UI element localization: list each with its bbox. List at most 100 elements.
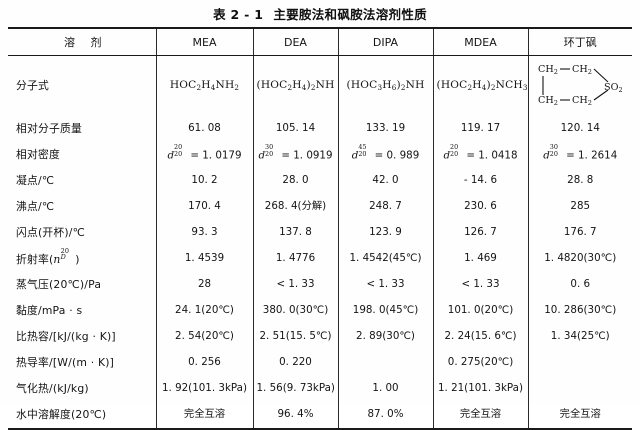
table-cell: 1. 4539: [155, 245, 253, 272]
table-cell: < 1. 33: [337, 271, 433, 298]
table-cell: < 1. 33: [432, 271, 528, 298]
table-row: 蒸气压(20℃)/Pa 28 < 1. 33 < 1. 33 < 1. 33 0. 6: [8, 271, 632, 298]
relative-density-value: = 0. 989: [374, 149, 420, 162]
table-cell: 0. 275(20℃): [432, 349, 528, 376]
row-label: 蒸气压(20℃)/Pa: [16, 278, 102, 292]
table-cell-empty: [527, 349, 632, 376]
table-cell: - 14. 6: [432, 167, 528, 194]
table-body: 分子式 HOC2H4NH2 (HOC2H4)2NH (HOC3H6)2NH (HOC2H…: [8, 55, 632, 429]
table-row: 沸点/℃ 170. 4 268. 4(分解) 248. 7 230. 6 285: [8, 193, 632, 220]
table-cell: 24. 1(20℃): [155, 297, 253, 324]
table-cell: 137. 8: [252, 219, 338, 246]
relative-density-symbol: d 30 20: [258, 143, 274, 162]
table-row: 相对分子质量 61. 08 105. 14 133. 19 119. 17 120. 14: [8, 115, 632, 142]
relative-density-value: = 1. 0418: [466, 149, 518, 162]
caption-number: 表 2 - 1: [213, 7, 264, 22]
column-header-mdea: MDEA: [432, 28, 528, 56]
table-cell: 119. 17: [432, 115, 528, 142]
table-cell: 1. 56(9. 73kPa): [252, 375, 338, 402]
relative-density-symbol: d 20 20: [443, 143, 459, 162]
column-header-dea: DEA: [252, 28, 338, 56]
column-header-sulfolane: 环丁砜: [527, 28, 632, 56]
table-cell: 0. 256: [155, 349, 253, 376]
table-cell: 1. 4820(30℃): [527, 245, 632, 272]
table-cell-empty: [337, 349, 433, 376]
table-cell: 1. 92(101. 3kPa): [155, 375, 253, 402]
table-cell: 170. 4: [155, 193, 253, 220]
table-cell: 2. 54(20℃): [155, 323, 253, 350]
relative-density-value: = 1. 0919: [281, 149, 333, 162]
relative-density-symbol: d 45 20: [351, 143, 367, 162]
svg-text:CH2: CH2: [538, 64, 558, 76]
table-cell: 0. 220: [252, 349, 338, 376]
table-cell: (HOC2H4)2NCH3: [432, 55, 528, 116]
table-cell: 10. 286(30℃): [527, 297, 632, 324]
table-cell: 28: [155, 271, 253, 298]
table-cell: 230. 6: [432, 193, 528, 220]
table-row: 闪点(开杯)/℃ 93. 3 137. 8 123. 9 126. 7 176. 7: [8, 219, 632, 246]
row-label: 闪点(开杯)/℃: [16, 226, 85, 240]
solvent-properties-table: 溶 剂 MEA DEA DIPA MDEA 环丁砜 分子式 HOC2H4NH2 (H…: [8, 27, 632, 430]
table-cell: 123. 9: [337, 219, 433, 246]
table-cell: 1. 4542(45℃): [337, 245, 433, 272]
table-cell: 61. 08: [155, 115, 253, 142]
svg-text:SO2: SO2: [604, 82, 623, 94]
table-cell: 1. 21(101. 3kPa): [432, 375, 528, 402]
row-label: 凝点/℃: [16, 174, 55, 188]
molecular-formula: (HOC2H4)2NCH3: [436, 79, 528, 93]
table-cell: 2. 89(30℃): [337, 323, 433, 350]
table-cell: 2. 24(15. 6℃): [432, 323, 528, 350]
sulfolane-structure: CH2 CH2 CH2 CH2 SO2: [532, 59, 630, 109]
table-cell: 101. 0(20℃): [432, 297, 528, 324]
refractive-index-symbol: n 20 D: [53, 247, 70, 266]
row-label: 气化热/(kJ/kg): [16, 382, 89, 396]
table-cell: d 30 20 = 1. 2614: [527, 141, 632, 168]
relative-density-symbol: d 30 20: [543, 143, 558, 162]
table-cell-empty: [527, 375, 632, 402]
table-row: 分子式 HOC2H4NH2 (HOC2H4)2NH (HOC3H6)2NH (HOC2H…: [8, 55, 632, 116]
table-cell: 198. 0(45℃): [337, 297, 433, 324]
column-header-label: 溶 剂: [8, 28, 156, 56]
relative-density-symbol: d 20 20: [167, 143, 183, 162]
table-cell: 28. 0: [252, 167, 338, 194]
table-cell: 1. 469: [432, 245, 528, 272]
table-head: 溶 剂 MEA DEA DIPA MDEA 环丁砜: [8, 28, 632, 56]
caption-text: 主要胺法和砜胺法溶剂性质: [273, 7, 427, 22]
svg-text:CH2: CH2: [572, 95, 592, 107]
table-cell: 1. 34(25℃): [527, 323, 632, 350]
table-cell: 1. 00: [337, 375, 433, 402]
table-cell: 285: [527, 193, 632, 220]
svg-text:CH2: CH2: [538, 95, 558, 107]
table-cell: 248. 7: [337, 193, 433, 220]
table-row: 气化热/(kJ/kg) 1. 92(101. 3kPa) 1. 56(9. 73kP…: [8, 375, 632, 402]
table-caption: 表 2 - 1 主要胺法和砜胺法溶剂性质: [0, 0, 640, 27]
table-cell: d 45 20 = 0. 989: [337, 141, 433, 168]
svg-text:CH2: CH2: [572, 64, 592, 76]
table-row: 凝点/℃ 10. 2 28. 0 42. 0- 14. 6 28. 8: [8, 167, 632, 194]
table-cell: 28. 8: [527, 167, 632, 194]
relative-density-value: = 1. 0179: [190, 149, 242, 162]
table-cell: 126. 7: [432, 219, 528, 246]
table-cell: 2. 51(15. 5℃): [252, 323, 338, 350]
molecular-formula: (HOC3H6)2NH: [346, 79, 425, 93]
row-label: 比热容/[kJ/(kg · K)]: [16, 330, 116, 344]
table-cell: 268. 4(分解): [252, 193, 338, 220]
table-cell: 93. 3: [155, 219, 253, 246]
table-row: 相对密度 d 20 20 = 1. 0179 d 30 20 = 1. 0919 d 45 20 …: [8, 141, 632, 168]
table-cell: 1. 4776: [252, 245, 338, 272]
table-cell: 120. 14: [527, 115, 632, 142]
column-header-mea: MEA: [155, 28, 253, 56]
table-row: 黏度/mPa · s 24. 1(20℃) 380. 0(30℃) 198. 0(45…: [8, 297, 632, 324]
table-container: 溶 剂 MEA DEA DIPA MDEA 环丁砜 分子式 HOC2H4NH2 (H…: [8, 27, 632, 430]
row-label: 黏度/mPa · s: [16, 304, 83, 318]
table-cell: d 30 20 = 1. 0919: [252, 141, 338, 168]
table-cell: 42. 0: [337, 167, 433, 194]
row-label: 分子式: [16, 79, 49, 93]
table-row: 比热容/[kJ/(kg · K)] 2. 54(20℃) 2. 51(15. 5℃)…: [8, 323, 632, 350]
table-cell: 0. 6: [527, 271, 632, 298]
table-cell: 380. 0(30℃): [252, 297, 338, 324]
molecular-formula: HOC2H4NH2: [169, 79, 240, 93]
row-label: 相对密度: [16, 148, 60, 162]
column-header-dipa: DIPA: [337, 28, 433, 56]
row-label: 沸点/℃: [16, 200, 55, 214]
